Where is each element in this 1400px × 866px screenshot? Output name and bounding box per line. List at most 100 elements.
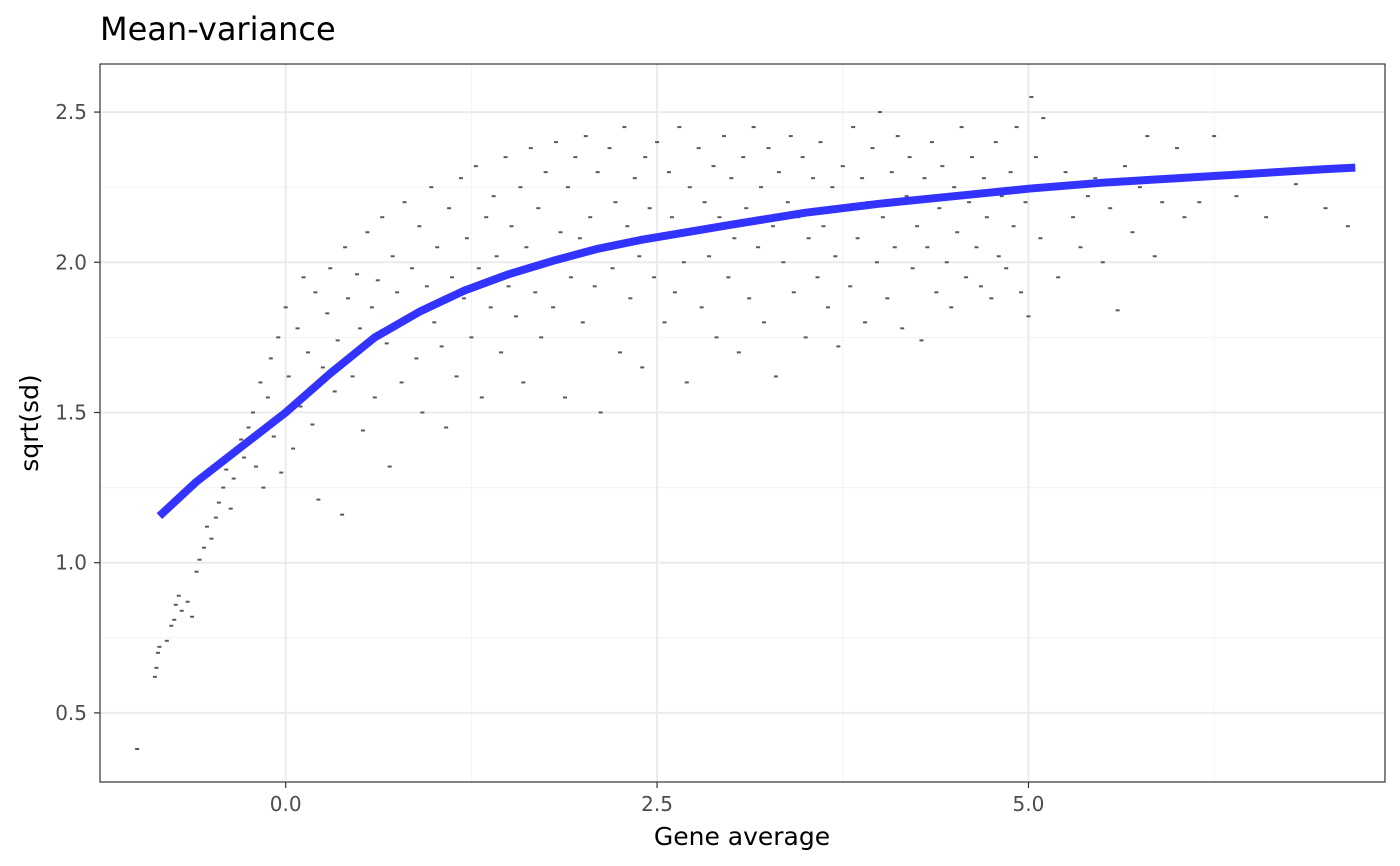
scatter-point [815, 276, 820, 279]
scatter-point [959, 126, 964, 129]
scatter-point [996, 255, 1001, 258]
scatter-point [598, 411, 603, 414]
scatter-point [1093, 177, 1098, 180]
scatter-point [729, 177, 734, 180]
major-gridlines [100, 64, 1385, 782]
scatter-point [640, 366, 645, 369]
scatter-point [360, 429, 365, 432]
scatter-point [479, 396, 484, 399]
scatter-point [135, 747, 140, 750]
scatter-point [925, 246, 930, 249]
scatter-point [1029, 96, 1034, 99]
scatter-point [821, 225, 826, 228]
scatter-point [310, 423, 315, 426]
scatter-point [488, 306, 493, 309]
scatter-point [1056, 276, 1061, 279]
scatter-point [806, 237, 811, 240]
scatter-point [610, 267, 615, 270]
chart-title: Mean-variance [100, 10, 336, 48]
scatter-point [711, 165, 716, 168]
scatter-point [1323, 207, 1328, 210]
scatter-point [993, 141, 998, 144]
scatter-point [655, 141, 660, 144]
scatter-point [251, 411, 256, 414]
scatter-point [580, 321, 585, 324]
scatter-point [409, 267, 414, 270]
scatter-point [283, 306, 288, 309]
x-tick-label: 0.0 [270, 792, 302, 816]
scatter-point [736, 351, 741, 354]
scatter-point [424, 285, 429, 288]
scatter-point [967, 201, 972, 204]
scatter-point [907, 156, 912, 159]
scatter-point [221, 486, 226, 489]
scatter-point [1130, 231, 1135, 234]
scatter-point [253, 465, 258, 468]
scatter-point [157, 645, 162, 648]
trend-line [156, 163, 1356, 520]
scatter-point [1160, 201, 1165, 204]
scatter-point [880, 216, 885, 219]
scatter-point [874, 261, 879, 264]
scatter-point [1345, 225, 1350, 228]
scatter-point [261, 486, 266, 489]
scatter-point [877, 111, 882, 114]
scatter-point [295, 327, 300, 330]
scatter-point [762, 321, 767, 324]
scatter-point [944, 261, 949, 264]
scatter-point [258, 381, 263, 384]
scatter-point [536, 207, 541, 210]
scatter-point [672, 291, 677, 294]
scatter-point [152, 675, 157, 678]
scatter-point [209, 537, 214, 540]
scatter-point [1152, 255, 1157, 258]
scatter-point [543, 171, 548, 174]
scatter-points [135, 96, 1350, 750]
scatter-point [811, 177, 816, 180]
scatter-point [776, 171, 781, 174]
scatter-point [213, 516, 218, 519]
scatter-point [955, 231, 960, 234]
y-axis-title: sqrt(sd) [15, 374, 44, 471]
scatter-point [204, 525, 209, 528]
scatter-point [499, 351, 504, 354]
scatter-point [595, 171, 600, 174]
scatter-point [984, 216, 989, 219]
scatter-point [201, 546, 206, 549]
y-tick-label: 0.5 [55, 701, 87, 725]
scatter-point [375, 279, 380, 282]
scatter-point [346, 297, 351, 300]
scatter-point [773, 375, 778, 378]
scatter-point [444, 426, 449, 429]
scatter-point [194, 570, 199, 573]
scatter-point [677, 126, 682, 129]
scatter-point [978, 285, 983, 288]
scatter-point [1108, 207, 1113, 210]
scatter-point [357, 327, 362, 330]
scatter-point [607, 147, 612, 150]
scatter-point [1023, 201, 1028, 204]
scatter-point [617, 351, 622, 354]
scatter-point [565, 186, 570, 189]
scatter-point [573, 156, 578, 159]
scatter-point [583, 135, 588, 138]
scatter-point [840, 165, 845, 168]
scatter-point [313, 291, 318, 294]
scatter-point [298, 405, 303, 408]
scatter-point [286, 375, 291, 378]
scatter-point [1145, 135, 1150, 138]
scatter-point [1033, 156, 1038, 159]
scatter-point [1041, 117, 1046, 120]
scatter-point [503, 156, 508, 159]
scatter-point [435, 246, 440, 249]
x-tick-label: 2.5 [641, 792, 673, 816]
scatter-point [305, 351, 310, 354]
scatter-point [265, 396, 270, 399]
scatter-point [355, 273, 359, 276]
scatter-point [1014, 126, 1019, 129]
scatter-point [414, 357, 419, 360]
scatter-point [533, 291, 538, 294]
scatter-point [885, 297, 890, 300]
scatter-point [239, 438, 244, 441]
scatter-point [450, 276, 455, 279]
